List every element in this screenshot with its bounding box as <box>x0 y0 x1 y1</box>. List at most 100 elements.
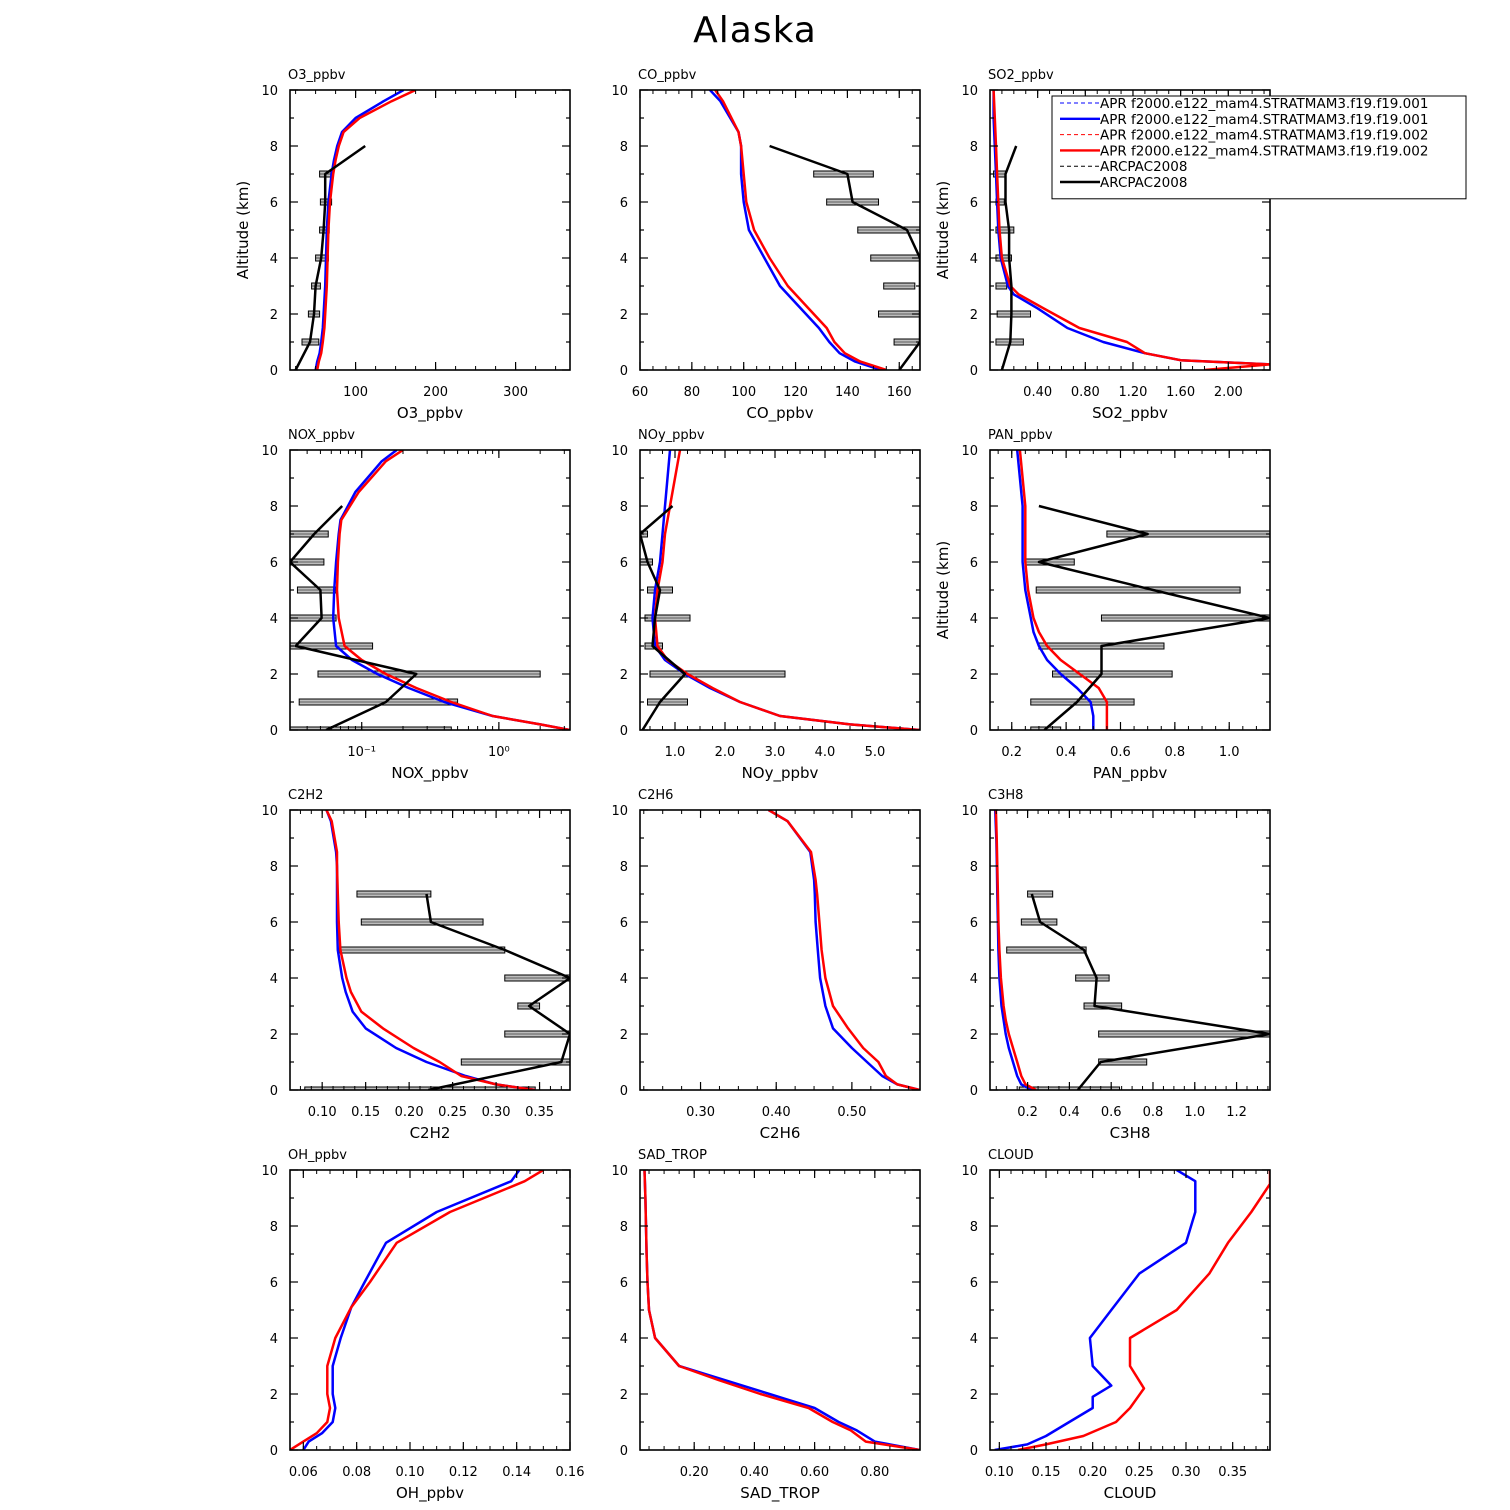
x-tick-label: 0.06 <box>289 1465 318 1480</box>
x-tick-label: 10⁻¹ <box>347 745 376 760</box>
y-tick-label: 6 <box>620 556 628 571</box>
x-axis-label: C3H8 <box>1110 1124 1151 1142</box>
y-tick-label: 2 <box>620 1388 628 1403</box>
series-line-red <box>1018 450 1109 730</box>
y-tick-label: 2 <box>270 308 278 323</box>
series-line-blue <box>302 1170 521 1450</box>
y-tick-label: 2 <box>970 1388 978 1403</box>
x-tick-label: 0.16 <box>556 1465 585 1480</box>
series-line-red <box>653 450 920 730</box>
y-tick-label: 6 <box>970 1276 978 1291</box>
obs-line <box>425 893 570 1090</box>
x-tick-label: 120 <box>783 385 808 400</box>
x-axis-label: SAD_TROP <box>740 1484 820 1503</box>
y-tick-label: 6 <box>620 916 628 931</box>
y-tick-label: 2 <box>620 308 628 323</box>
series-line-blue <box>643 1170 920 1450</box>
panel-cloud: 0 2 4 6 8 10 0.10 0.15 0.20 0.25 0.30 0.35 CLOUD CLOU… <box>961 1148 1271 1502</box>
y-tick-label: 4 <box>270 252 278 267</box>
y-tick-label: 6 <box>270 196 278 211</box>
x-tick-label: 1.20 <box>1119 385 1148 400</box>
y-tick-label: 6 <box>270 916 278 931</box>
y-tick-label: 10 <box>261 84 278 99</box>
y-tick-label: 4 <box>970 252 978 267</box>
y-tick-label: 0 <box>270 1084 278 1099</box>
x-tick-label: 4.0 <box>815 745 836 760</box>
panel-noy: 0 2 4 6 8 10 1.0 2.0 3.0 4.0 5.0 NOy_ppbv NOy_ppbv <box>611 428 921 783</box>
series-line-blue <box>994 1170 1197 1450</box>
series-line-blue <box>651 450 920 730</box>
y-tick-label: 10 <box>611 1164 628 1179</box>
y-tick-label: 8 <box>270 1220 278 1235</box>
series-line-red <box>992 90 1270 370</box>
panel-title: SO2_ppbv <box>988 68 1054 83</box>
x-tick-label: 1.60 <box>1166 385 1195 400</box>
panel-co: 0 2 4 6 8 10 60 80 100 120 140 160 CO_ppbv CO_ppbv <box>611 68 921 423</box>
y-tick-label: 0 <box>970 364 978 379</box>
series-line-red <box>325 810 536 1090</box>
y-tick-label: 10 <box>261 1164 278 1179</box>
x-tick-label: 10⁰ <box>488 745 510 760</box>
y-tick-label: 10 <box>611 804 628 819</box>
y-tick-label: 6 <box>270 1276 278 1291</box>
x-tick-label: 0.40 <box>740 1465 769 1480</box>
legend-label: APR f2000.e122_mam4.STRATMAM3.f19.f19.00… <box>1100 128 1428 144</box>
y-tick-label: 10 <box>961 804 978 819</box>
x-tick-label: 200 <box>423 385 448 400</box>
plot-frame <box>639 809 921 1091</box>
x-axis-label: OH_ppbv <box>396 1484 464 1503</box>
x-tick-label: 0.12 <box>449 1465 478 1480</box>
obs-line <box>290 505 418 730</box>
y-tick-label: 0 <box>620 1084 628 1099</box>
obs-line <box>769 144 920 370</box>
y-tick-label: 2 <box>620 1028 628 1043</box>
y-tick-label: 10 <box>261 444 278 459</box>
y-tick-label: 8 <box>970 860 978 875</box>
x-axis-label: NOy_ppbv <box>742 764 819 783</box>
x-tick-label: 0.30 <box>686 1105 715 1120</box>
y-tick-label: 0 <box>620 364 628 379</box>
panel-title: CLOUD <box>988 1148 1034 1163</box>
x-tick-label: 0.10 <box>308 1105 337 1120</box>
x-tick-label: 0.8 <box>1165 745 1186 760</box>
x-tick-label: 0.35 <box>525 1105 554 1120</box>
panel-sad: 0 2 4 6 8 10 0.20 0.40 0.60 0.80 SAD_TROP SAD_TROP <box>611 1148 921 1503</box>
panel-title: C3H8 <box>988 788 1023 803</box>
legend-box <box>1051 95 1467 200</box>
x-tick-label: 0.50 <box>837 1105 866 1120</box>
legend-label: APR f2000.e122_mam4.STRATMAM3.f19.f19.00… <box>1100 96 1428 112</box>
panel-c2h2: 0 2 4 6 8 10 0.10 0.15 0.20 0.25 0.30 0.35 C2H2 C2H2 <box>261 788 571 1142</box>
y-tick-label: 8 <box>970 500 978 515</box>
x-tick-label: 100 <box>343 385 368 400</box>
y-tick-label: 4 <box>620 252 628 267</box>
y-tick-label: 6 <box>270 556 278 571</box>
series-line-red <box>714 90 887 370</box>
y-tick-label: 10 <box>961 1164 978 1179</box>
x-axis-label: SO2_ppbv <box>1092 404 1168 423</box>
plot-frame <box>639 449 921 731</box>
x-tick-label: 140 <box>835 385 860 400</box>
y-tick-label: 2 <box>970 308 978 323</box>
legend-label: ARCPAC2008 <box>1100 175 1187 191</box>
x-axis-label: O3_ppbv <box>397 404 463 423</box>
series-line-red <box>994 810 1037 1090</box>
y-tick-label: 10 <box>961 444 978 459</box>
series-line-blue <box>767 810 920 1090</box>
x-tick-label: 80 <box>684 385 701 400</box>
y-tick-label: 2 <box>270 1028 278 1043</box>
series-line-blue <box>314 90 405 370</box>
y-tick-label: 2 <box>270 1388 278 1403</box>
y-tick-label: 0 <box>970 1444 978 1459</box>
y-tick-label: 8 <box>620 140 628 155</box>
x-tick-label: 3.0 <box>765 745 786 760</box>
series-line-red <box>767 810 920 1090</box>
y-tick-label: 6 <box>620 1276 628 1291</box>
y-tick-label: 0 <box>270 724 278 739</box>
x-tick-label: 0.30 <box>1172 1465 1201 1480</box>
panel-o3: 0 2 4 6 8 10 100 200 300 O3_ppbv O3_ppbv Altitude (… <box>234 68 571 423</box>
x-tick-label: 0.30 <box>482 1105 511 1120</box>
y-tick-label: 4 <box>270 612 278 627</box>
y-tick-label: 6 <box>970 196 978 211</box>
y-tick-label: 0 <box>620 1444 628 1459</box>
y-axis-label: Altitude (km) <box>934 181 952 279</box>
